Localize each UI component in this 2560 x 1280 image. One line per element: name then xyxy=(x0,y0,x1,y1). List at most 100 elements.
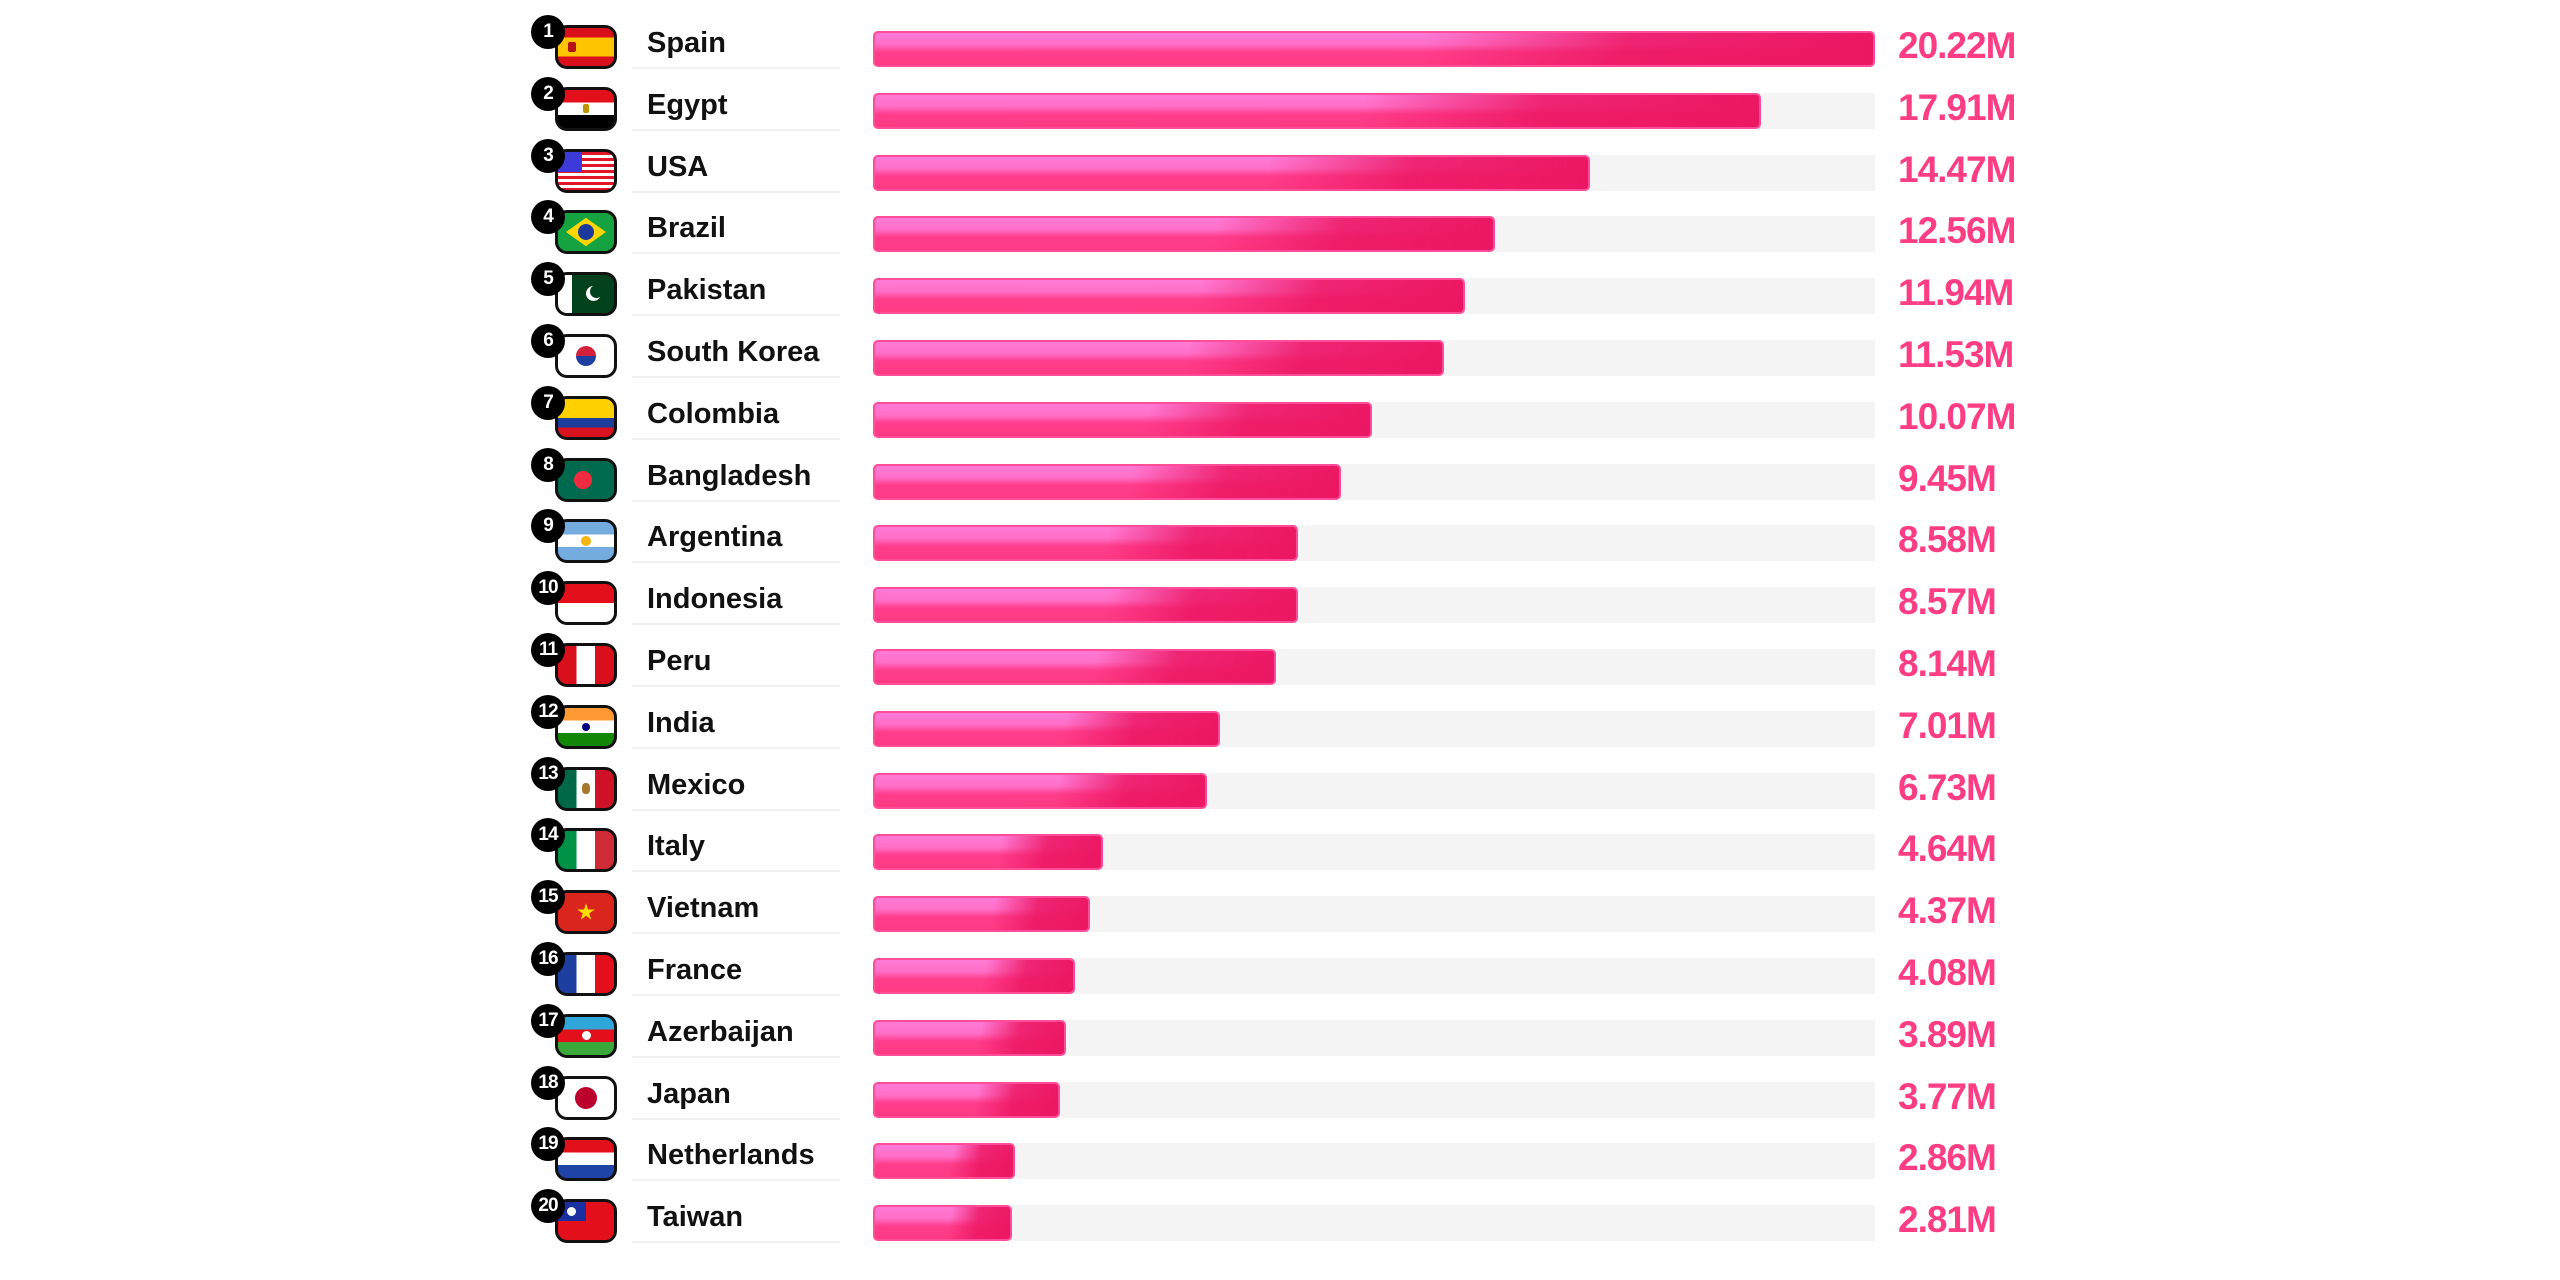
country-label: Taiwan xyxy=(647,1201,744,1234)
chart-row: 3 USA 14.47M xyxy=(0,138,2560,217)
mexico-flag-icon xyxy=(555,766,617,811)
value-label: 11.53M xyxy=(1898,334,2014,375)
label-divider xyxy=(632,932,840,935)
chart-row: 11 Peru 8.14M xyxy=(0,633,2560,711)
country-label: Colombia xyxy=(647,397,780,430)
value-label: 9.45M xyxy=(1898,457,1997,499)
country-label: France xyxy=(647,954,743,986)
country-label: Italy xyxy=(647,830,706,863)
bar-france xyxy=(873,958,1076,994)
rank-badge: 13 xyxy=(531,756,565,791)
chart-row: 1 Spain 20.22M xyxy=(0,15,2560,93)
bar-peru xyxy=(873,649,1277,685)
rank-badge: 15 xyxy=(531,880,565,915)
rank-badge: 11 xyxy=(531,633,565,667)
flag-emblem xyxy=(575,1086,597,1109)
chart-row: 7 Colombia 10.07M xyxy=(0,385,2560,464)
label-divider xyxy=(632,623,840,626)
country-label: Indonesia xyxy=(647,583,783,616)
flag-emblem xyxy=(578,224,594,241)
chart-row: 18 Japan 3.77M xyxy=(0,1065,2560,1144)
value-label: 4.64M xyxy=(1898,828,1997,870)
flag-emblem xyxy=(582,1030,591,1040)
country-label: South Korea xyxy=(647,336,820,368)
label-divider xyxy=(632,376,840,378)
label-divider xyxy=(632,994,840,996)
value-label: 10.07M xyxy=(1898,395,2016,437)
flag-emblem xyxy=(577,903,595,920)
bar-azerbaijan xyxy=(873,1019,1066,1056)
vietnam-flag-icon xyxy=(555,890,617,935)
south-korea-flag-icon xyxy=(555,334,617,378)
bar-indonesia xyxy=(873,587,1298,624)
label-divider xyxy=(632,1117,840,1120)
label-divider xyxy=(632,561,840,564)
italy-flag-icon xyxy=(555,828,617,873)
rank-badge: 5 xyxy=(531,262,565,297)
chart-row: 14 Italy 4.64M xyxy=(0,818,2560,896)
india-flag-icon xyxy=(555,704,617,749)
bar-bangladesh xyxy=(873,463,1342,500)
value-label: 6.73M xyxy=(1898,766,1997,808)
brazil-flag-icon xyxy=(555,210,617,255)
chart-row: 20 Taiwan 2.81M xyxy=(0,1189,2560,1267)
country-label: Bangladesh xyxy=(647,459,812,492)
label-divider xyxy=(632,499,840,502)
rank-badge: 14 xyxy=(531,818,565,853)
netherlands-flag-icon xyxy=(555,1137,617,1182)
flag-emblem xyxy=(582,722,590,731)
value-label: 11.94M xyxy=(1898,272,2014,314)
argentina-flag-icon xyxy=(555,519,617,564)
country-label: Spain xyxy=(647,27,726,59)
value-label: 8.58M xyxy=(1898,519,1997,561)
chart-row: 12 India 7.01M xyxy=(0,694,2560,773)
value-label: 7.01M xyxy=(1898,704,1997,746)
label-divider xyxy=(632,1055,840,1058)
country-label: Pakistan xyxy=(647,274,767,307)
country-label: Netherlands xyxy=(647,1139,815,1172)
rank-badge: 9 xyxy=(531,509,565,544)
bar-japan xyxy=(873,1081,1060,1118)
flag-emblem xyxy=(583,103,589,113)
rank-badge: 7 xyxy=(531,385,565,420)
country-label: Vietnam xyxy=(647,892,760,925)
value-label: 2.86M xyxy=(1898,1137,1997,1179)
country-label: Peru xyxy=(647,645,712,677)
chart-row: 19 Netherlands 2.86M xyxy=(0,1127,2560,1205)
rank-badge: 1 xyxy=(531,15,565,49)
chart-row: 5 Pakistan 11.94M xyxy=(0,262,2560,340)
label-divider xyxy=(632,746,840,749)
bar-brazil xyxy=(873,216,1496,253)
chart-row: 15 Vietnam 4.37M xyxy=(0,880,2560,958)
label-divider xyxy=(632,685,840,687)
value-label: 2.81M xyxy=(1898,1199,1997,1241)
france-flag-icon xyxy=(555,952,617,996)
rank-badge: 10 xyxy=(531,571,565,606)
label-divider xyxy=(632,437,840,440)
rank-badge: 18 xyxy=(531,1065,565,1100)
azerbaijan-flag-icon xyxy=(555,1013,617,1058)
chart-row: 9 Argentina 8.58M xyxy=(0,509,2560,587)
rank-badge: 20 xyxy=(531,1189,565,1224)
bar-taiwan xyxy=(873,1205,1013,1242)
rank-badge: 19 xyxy=(531,1127,565,1162)
bar-india xyxy=(873,710,1221,747)
taiwan-flag-icon xyxy=(555,1199,617,1244)
rank-badge: 8 xyxy=(531,447,565,482)
chart-row: 6 South Korea 11.53M xyxy=(0,324,2560,402)
label-divider xyxy=(632,67,840,69)
value-label: 3.89M xyxy=(1898,1013,1997,1055)
chart-row: 8 Bangladesh 9.45M xyxy=(0,447,2560,526)
chart-row: 2 Egypt 17.91M xyxy=(0,76,2560,155)
usa-flag-icon xyxy=(555,148,617,193)
label-divider xyxy=(632,1179,840,1182)
label-divider xyxy=(632,252,840,255)
egypt-flag-icon xyxy=(555,86,617,131)
label-divider xyxy=(632,128,840,131)
bar-italy xyxy=(873,834,1103,871)
flag-emblem xyxy=(567,1207,576,1217)
label-divider xyxy=(632,808,840,811)
value-label: 4.37M xyxy=(1898,890,1997,932)
flag-emblem xyxy=(574,470,592,489)
bar-pakistan xyxy=(873,278,1465,315)
